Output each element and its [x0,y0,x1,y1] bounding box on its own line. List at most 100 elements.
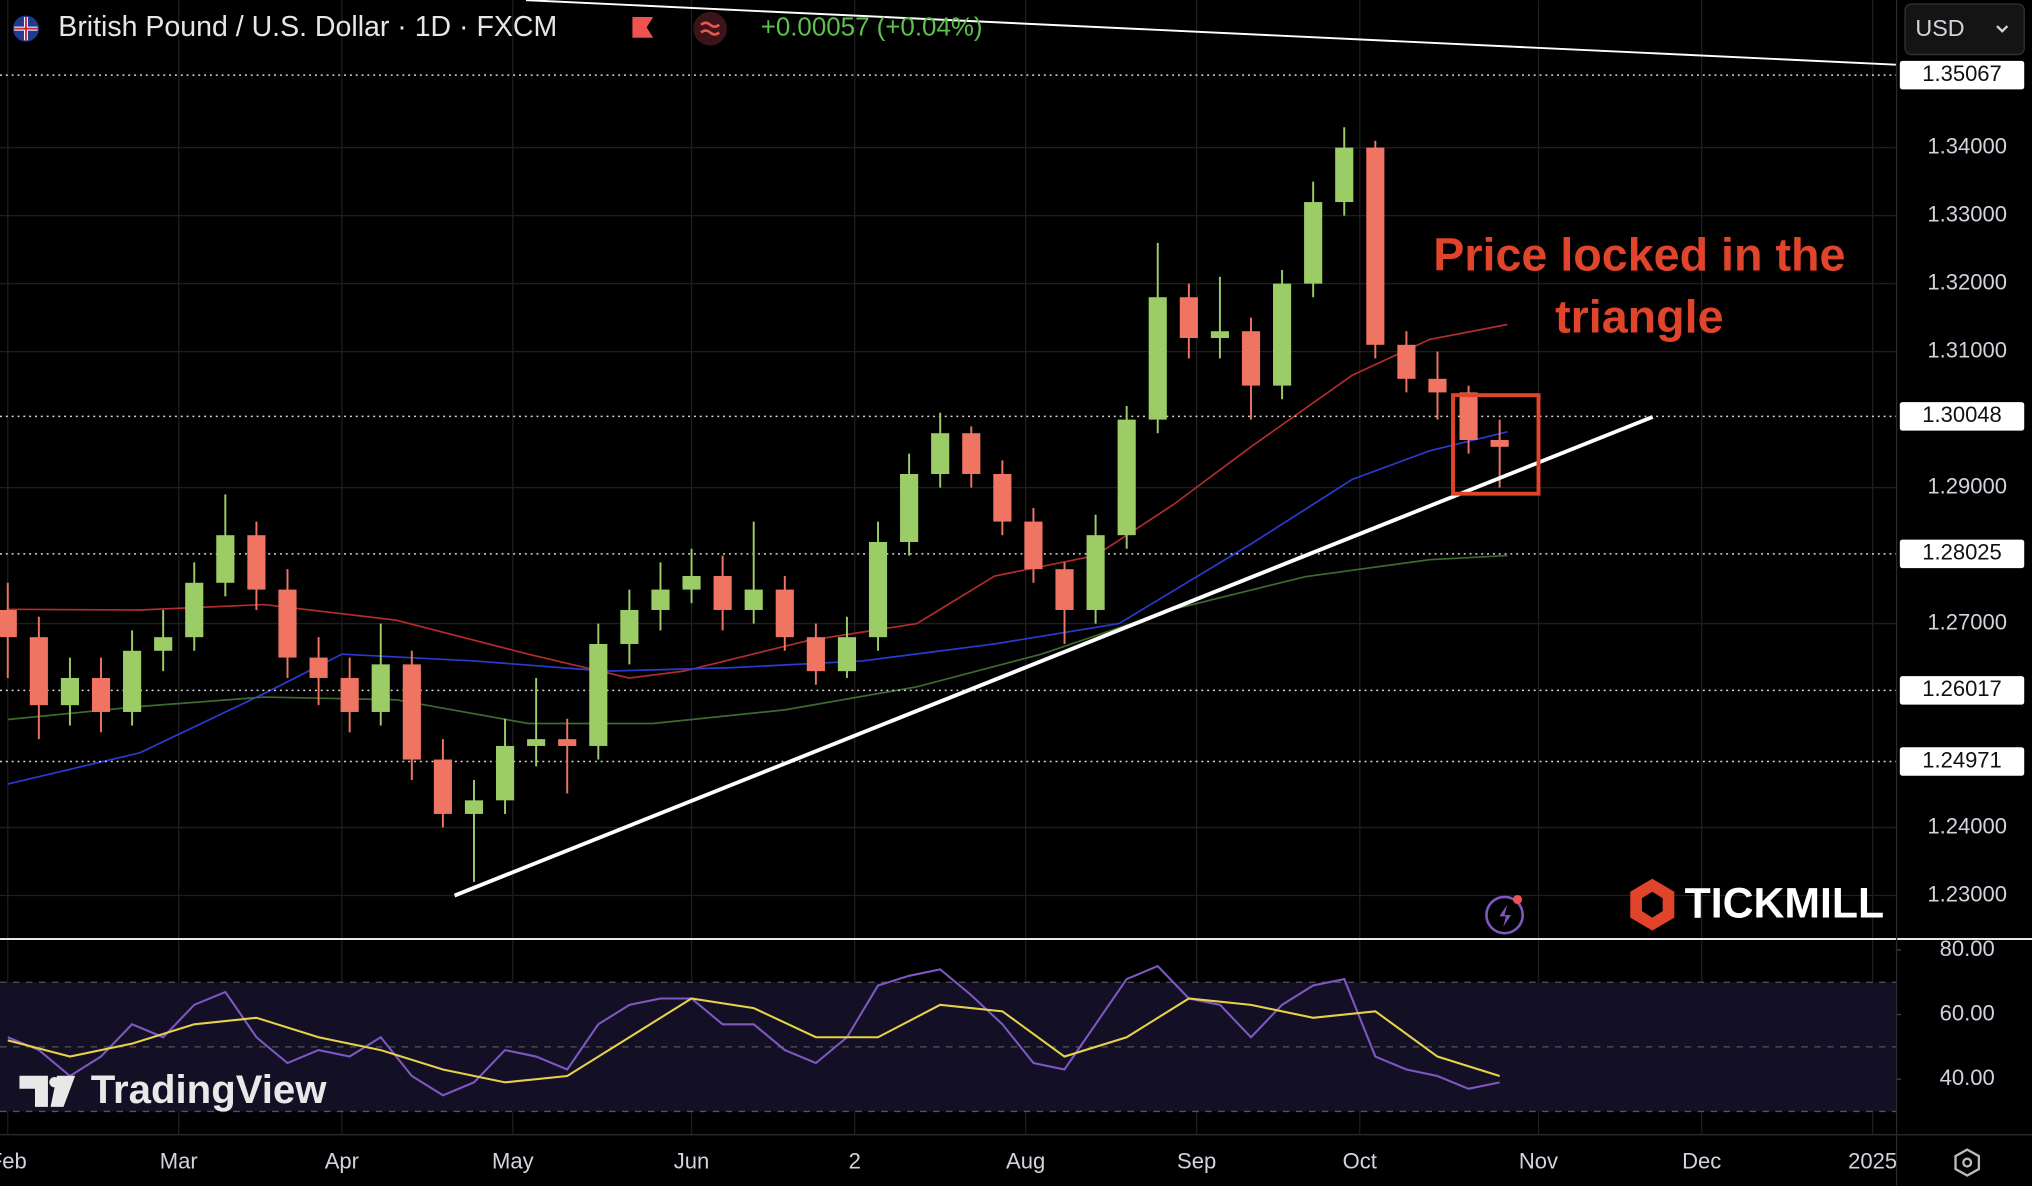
candle-body [91,677,111,712]
candle-body [775,589,794,638]
candle-body [1055,569,1074,610]
x-tick-label: Sep [1177,1148,1216,1173]
candle-body [962,433,981,474]
x-tick-label: Nov [1519,1148,1558,1173]
x-tick-label: 2025 [1848,1148,1897,1173]
price-level-tag [1899,60,2025,90]
settings-hex [1954,1148,1981,1177]
candle-body [589,643,608,746]
x-tick-label: Jun [674,1148,710,1173]
settings-center [1962,1157,1973,1168]
candle-body [713,575,732,610]
candle-body [1179,297,1198,339]
alert-bolt [1499,904,1512,927]
x-tick-label: Oct [1343,1148,1377,1173]
y-tick-label: 1.27000 [1927,609,2007,634]
candle-body [154,637,173,651]
trendline [525,0,1896,66]
currency-select[interactable] [1904,3,2025,56]
candle-body [1024,521,1043,570]
x-tick-label: Apr [325,1148,359,1173]
candle-body [1428,378,1447,393]
candle-body [495,745,515,801]
tv-dot [49,1077,60,1088]
x-tick-label: Mar [160,1148,198,1173]
y-tick-label: 1.23000 [1927,881,2007,906]
y-tick-label: 1.33000 [1927,201,2007,226]
candle-body [402,664,421,760]
x-tick-label: Dec [1682,1148,1721,1173]
candle-body [1117,419,1136,536]
candle-body [1335,147,1354,203]
candle-body [1304,202,1323,284]
candle-body [185,582,204,638]
candle-body [558,739,577,746]
highlight-box [1451,393,1541,496]
candle-body [278,589,297,658]
indicator-icon[interactable] [693,11,728,46]
price-level-label: 1.26017 [1922,676,2002,701]
candle-body [993,473,1012,522]
tv-mark [19,1075,76,1107]
indicator-line [7,964,1500,1097]
indicator-glyph [700,21,721,36]
candle-body [216,535,235,583]
candle-body [60,677,80,706]
y-tick-label: 1.31000 [1927,337,2007,362]
y-tick-label: 1.24000 [1927,813,2007,838]
y-tick-label: 1.32000 [1927,269,2007,294]
candle-body [1148,297,1167,420]
candle-body [837,637,857,672]
grid [0,0,1902,1135]
price-level-tag [1899,676,2025,705]
x-tick-label: May [492,1148,534,1173]
annotation: Price locked in the [1433,228,1845,280]
flag-cross-red [14,16,38,41]
candle-body [868,541,888,638]
moving-average [7,554,1508,725]
annotation: triangle [1555,291,1723,343]
price-level-tag [1899,747,2025,776]
candle-body [464,800,484,814]
y-tick-label: 1.29000 [1927,473,2007,498]
dropdown-chevron [1996,25,2009,33]
candle-body [247,535,266,590]
candle-body [433,759,452,814]
candle-body [1273,283,1292,386]
candle-body [651,589,670,610]
y-tick-label: 1.34000 [1927,133,2007,158]
candle-body [1366,147,1385,345]
price-level-label: 1.35067 [1922,61,2002,86]
candle-body [1210,331,1229,339]
candle-body [123,650,142,712]
candle-body [340,677,359,712]
x-tick-label: Feb [0,1148,27,1173]
x-tick-label: Aug [1006,1148,1045,1173]
candle-body [931,433,950,474]
moving-average [7,323,1508,679]
candle-body [744,589,763,610]
alert-icon[interactable] [1485,894,1524,935]
header: British Pound / U.S. Dollar · 1D · FXCM … [12,3,2025,56]
x-tick-label: 2 [849,1148,861,1173]
candle-body [806,637,825,672]
price-level-label: 1.30048 [1922,402,2002,427]
rsi-tick-label: 40.00 [1940,1065,1995,1090]
tradingview-logo: TradingView [19,1067,327,1112]
tickmill-logo: TICKMILL [1630,878,1884,931]
candle-body [1241,331,1261,386]
tickmill-hex-inner [1641,891,1663,918]
flag-marker[interactable] [632,16,654,38]
candle-body [0,609,17,638]
moving-average [7,430,1508,785]
currency-label: USD [1915,15,1964,41]
candle-body [900,473,919,542]
price-level-label: 1.24971 [1922,747,2002,772]
settings-icon[interactable] [1954,1148,1981,1177]
candle-body [682,575,701,590]
candle-body [1397,344,1416,379]
candle-body [309,657,328,678]
candle-body [620,609,639,644]
